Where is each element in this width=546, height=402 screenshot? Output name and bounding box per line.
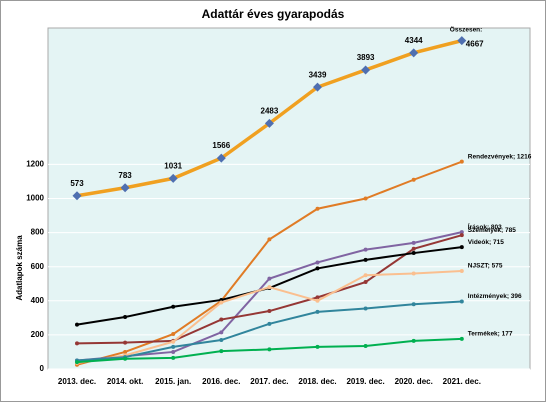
y-tick-label: 200 xyxy=(31,330,45,339)
data-marker xyxy=(219,349,224,354)
data-label: 783 xyxy=(118,171,132,180)
data-marker xyxy=(315,260,320,265)
y-tick-label: 800 xyxy=(31,228,45,237)
data-marker xyxy=(75,322,79,327)
data-label: 3893 xyxy=(357,53,375,62)
data-marker xyxy=(168,173,178,183)
data-marker xyxy=(264,118,274,128)
data-label: 1031 xyxy=(164,161,182,170)
data-marker xyxy=(267,276,272,281)
data-marker xyxy=(363,273,368,278)
data-marker xyxy=(363,247,368,252)
series-label: Videók; 715 xyxy=(468,239,504,246)
data-marker xyxy=(267,347,272,352)
data-marker xyxy=(219,300,224,305)
data-label: 4344 xyxy=(405,36,423,45)
data-marker xyxy=(363,280,368,285)
data-marker xyxy=(171,349,176,354)
data-label: 573 xyxy=(70,179,84,188)
data-marker xyxy=(75,360,79,365)
data-marker xyxy=(361,65,371,75)
x-tick-label: 2018. dec. xyxy=(298,377,336,386)
series-label: Összesen: xyxy=(450,24,483,33)
data-marker xyxy=(315,309,320,314)
data-marker xyxy=(411,246,416,251)
series-label: NJSZT; 575 xyxy=(468,263,503,270)
x-tick-label: 2016. dec. xyxy=(202,377,240,386)
data-marker xyxy=(315,298,320,303)
data-marker xyxy=(171,355,176,360)
data-marker xyxy=(363,306,368,311)
data-marker xyxy=(459,230,464,235)
data-marker xyxy=(411,302,416,307)
chart-title: Adattár éves gyarapodás xyxy=(202,7,345,21)
data-marker xyxy=(457,36,467,46)
data-marker xyxy=(216,153,226,163)
x-tick-label: 2013. dec. xyxy=(58,377,96,386)
data-marker xyxy=(459,245,464,250)
data-marker xyxy=(267,321,272,326)
data-marker xyxy=(123,340,128,345)
data-marker xyxy=(219,317,224,322)
data-marker xyxy=(411,338,416,343)
y-tick-label: 400 xyxy=(31,296,45,305)
data-marker xyxy=(267,237,272,242)
series-label: Személyek; 785 xyxy=(468,227,516,234)
data-marker xyxy=(120,183,130,193)
data-marker xyxy=(313,82,322,92)
y-tick-label: 1200 xyxy=(26,160,44,169)
x-tick-label: 2021. dec. xyxy=(443,377,481,386)
data-marker xyxy=(267,309,272,314)
data-marker xyxy=(315,206,320,211)
y-tick-label: 600 xyxy=(31,262,45,271)
data-marker xyxy=(363,196,368,201)
data-marker xyxy=(123,349,128,354)
data-marker xyxy=(171,344,176,349)
data-marker xyxy=(267,285,272,290)
series-label: Termékek; 177 xyxy=(468,331,513,338)
data-marker xyxy=(409,48,419,58)
data-marker xyxy=(123,356,128,361)
data-marker xyxy=(315,344,320,349)
data-label: 1566 xyxy=(212,141,230,150)
x-tick-label: 2014. okt. xyxy=(107,377,143,386)
data-marker xyxy=(315,266,320,271)
data-marker xyxy=(411,240,416,245)
data-marker xyxy=(411,271,416,276)
series-label: Rendezvények; 1216 xyxy=(468,153,532,160)
x-tick-label: 2019. dec. xyxy=(346,377,384,386)
data-marker xyxy=(219,330,224,335)
data-marker xyxy=(363,343,368,348)
y-tick-label: 1000 xyxy=(26,194,44,203)
data-marker xyxy=(411,177,416,182)
data-label: 4667 xyxy=(466,40,484,49)
x-tick-label: 2017. dec. xyxy=(250,377,288,386)
data-label: 3439 xyxy=(309,70,327,79)
data-marker xyxy=(459,233,464,238)
data-marker xyxy=(459,159,464,164)
x-tick-label: 2020. dec. xyxy=(395,377,433,386)
x-tick-label: 2015. jan. xyxy=(155,377,191,386)
data-marker xyxy=(363,257,368,262)
series-label: Írások; 803 xyxy=(468,222,502,231)
y-axis-label: Adatlapok száma xyxy=(15,235,24,301)
data-marker xyxy=(315,295,320,300)
data-marker xyxy=(171,304,176,309)
data-marker xyxy=(123,314,128,319)
data-label: 2483 xyxy=(261,106,279,115)
data-marker xyxy=(171,332,176,337)
data-marker xyxy=(72,191,82,201)
data-marker xyxy=(75,341,79,346)
data-marker xyxy=(459,299,464,304)
data-marker xyxy=(459,268,464,273)
y-tick-label: 0 xyxy=(40,364,45,373)
data-marker xyxy=(171,339,176,344)
data-marker xyxy=(219,338,224,343)
data-marker xyxy=(411,251,416,256)
series-label: Intézmények; 396 xyxy=(468,293,522,300)
data-marker xyxy=(459,336,464,341)
